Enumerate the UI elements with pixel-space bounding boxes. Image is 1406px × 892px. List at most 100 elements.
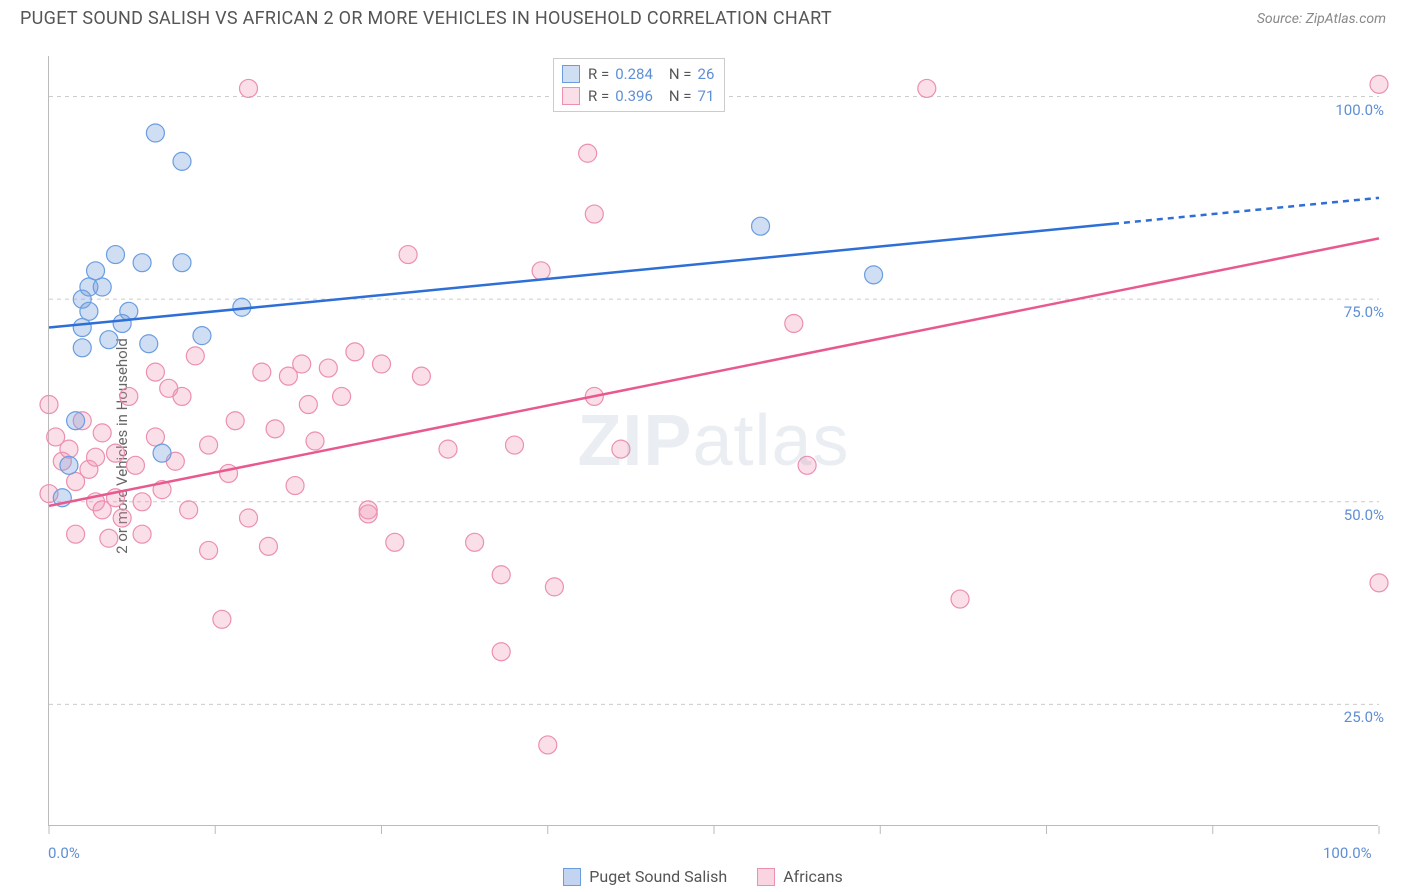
legend-r-label: R = bbox=[588, 85, 609, 107]
y-tick-label: 100.0% bbox=[1335, 101, 1384, 119]
legend-swatch bbox=[757, 868, 775, 886]
data-point-african bbox=[785, 314, 803, 332]
chart-title: PUGET SOUND SALISH VS AFRICAN 2 OR MORE … bbox=[20, 8, 832, 29]
regression-line-african bbox=[49, 238, 1379, 505]
data-point-salish bbox=[80, 302, 98, 320]
data-point-salish bbox=[173, 152, 191, 170]
data-point-african bbox=[240, 79, 258, 97]
data-point-african bbox=[951, 590, 969, 608]
data-point-african bbox=[100, 529, 118, 547]
data-point-african bbox=[67, 525, 85, 543]
data-point-african bbox=[293, 355, 311, 373]
data-point-salish bbox=[107, 246, 125, 264]
data-point-salish bbox=[173, 254, 191, 272]
data-point-african bbox=[386, 533, 404, 551]
data-point-african bbox=[492, 643, 510, 661]
legend-series-item: Puget Sound Salish bbox=[563, 867, 727, 886]
data-point-salish bbox=[67, 412, 85, 430]
data-point-african bbox=[492, 566, 510, 584]
data-point-african bbox=[319, 359, 337, 377]
legend-series-label: Puget Sound Salish bbox=[589, 867, 727, 886]
data-point-african bbox=[306, 432, 324, 450]
data-point-african bbox=[259, 537, 277, 555]
data-point-african bbox=[346, 343, 364, 361]
data-point-african bbox=[60, 440, 78, 458]
data-point-african bbox=[126, 456, 144, 474]
data-point-african bbox=[186, 347, 204, 365]
legend-n-value: 71 bbox=[698, 85, 715, 107]
data-point-african bbox=[213, 610, 231, 628]
data-point-african bbox=[133, 525, 151, 543]
legend-n-label: N = bbox=[669, 63, 692, 85]
data-point-african bbox=[87, 448, 105, 466]
chart-header: PUGET SOUND SALISH VS AFRICAN 2 OR MORE … bbox=[0, 0, 1406, 33]
data-point-african bbox=[333, 387, 351, 405]
chart-plot-area: ZIPatlas bbox=[48, 56, 1378, 826]
data-point-african bbox=[399, 246, 417, 264]
y-tick-label: 25.0% bbox=[1344, 708, 1384, 726]
data-point-african bbox=[200, 436, 218, 454]
data-point-african bbox=[113, 509, 131, 527]
data-point-african bbox=[220, 464, 238, 482]
data-point-african bbox=[286, 477, 304, 495]
regression-line-salish bbox=[49, 224, 1113, 328]
legend-series-label: Africans bbox=[783, 867, 842, 886]
data-point-african bbox=[266, 420, 284, 438]
data-point-african bbox=[1370, 75, 1388, 93]
data-point-african bbox=[918, 79, 936, 97]
chart-source: Source: ZipAtlas.com bbox=[1257, 11, 1386, 27]
data-point-african bbox=[532, 262, 550, 280]
data-point-african bbox=[146, 428, 164, 446]
data-point-salish bbox=[752, 217, 770, 235]
data-point-african bbox=[107, 444, 125, 462]
legend-r-label: R = bbox=[588, 63, 609, 85]
data-point-african bbox=[539, 736, 557, 754]
data-point-salish bbox=[87, 262, 105, 280]
data-point-salish bbox=[193, 327, 211, 345]
legend-r-value: 0.396 bbox=[615, 85, 653, 107]
scatter-svg bbox=[49, 56, 1378, 825]
y-tick-label: 50.0% bbox=[1344, 506, 1384, 524]
x-tick-label: 0.0% bbox=[48, 844, 80, 862]
data-point-african bbox=[1370, 574, 1388, 592]
data-point-salish bbox=[60, 456, 78, 474]
data-point-salish bbox=[73, 339, 91, 357]
data-point-african bbox=[579, 144, 597, 162]
data-point-salish bbox=[100, 331, 118, 349]
data-point-salish bbox=[153, 444, 171, 462]
data-point-african bbox=[545, 578, 563, 596]
data-point-african bbox=[612, 440, 630, 458]
data-point-african bbox=[200, 541, 218, 559]
data-point-african bbox=[180, 501, 198, 519]
data-point-salish bbox=[120, 302, 138, 320]
regression-line-dashed-salish bbox=[1113, 198, 1379, 224]
data-point-salish bbox=[146, 124, 164, 142]
data-point-african bbox=[146, 363, 164, 381]
legend-swatch bbox=[562, 65, 580, 83]
legend-r-value: 0.284 bbox=[615, 63, 653, 85]
legend-n-value: 26 bbox=[698, 63, 715, 85]
legend-swatch bbox=[562, 87, 580, 105]
data-point-african bbox=[359, 505, 377, 523]
data-point-african bbox=[133, 493, 151, 511]
data-point-salish bbox=[93, 278, 111, 296]
data-point-african bbox=[120, 387, 138, 405]
data-point-african bbox=[40, 396, 58, 414]
data-point-african bbox=[93, 424, 111, 442]
data-point-african bbox=[439, 440, 457, 458]
data-point-salish bbox=[73, 319, 91, 337]
data-point-african bbox=[798, 456, 816, 474]
legend-series-item: Africans bbox=[757, 867, 842, 886]
x-tick-label: 100.0% bbox=[1323, 844, 1372, 862]
legend-stats: R = 0.284 N = 26 R = 0.396 N = 71 bbox=[553, 58, 725, 112]
data-point-salish bbox=[133, 254, 151, 272]
y-tick-label: 75.0% bbox=[1344, 303, 1384, 321]
legend-series: Puget Sound Salish Africans bbox=[0, 867, 1406, 886]
data-point-african bbox=[226, 412, 244, 430]
legend-n-label: N = bbox=[669, 85, 692, 107]
data-point-african bbox=[585, 205, 603, 223]
data-point-african bbox=[173, 387, 191, 405]
legend-swatch bbox=[563, 868, 581, 886]
data-point-african bbox=[240, 509, 258, 527]
data-point-african bbox=[299, 396, 317, 414]
